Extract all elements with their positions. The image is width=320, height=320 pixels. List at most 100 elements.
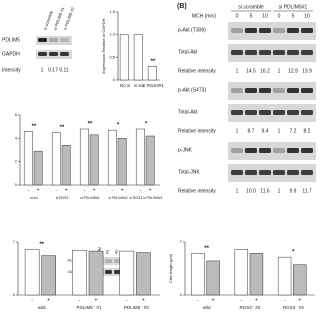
bar [24,249,40,296]
blot-band [231,170,243,175]
blot-strip [36,36,72,45]
series-label: + [149,187,152,193]
time-label: MCH (min) [192,13,216,19]
y-tick-label: 2 [15,159,18,164]
blot-band [245,50,257,55]
blot-band [301,88,313,93]
bar [107,129,117,186]
time-value: 0 [278,13,281,19]
significance: * [117,123,120,129]
series-label: + [298,297,301,303]
row-label: GAPDH [2,51,20,57]
blot-band [105,259,112,263]
blot-band [231,88,243,93]
lane-label: wild [95,247,102,255]
significance: ** [151,59,156,65]
bar [147,66,157,81]
blot-band [38,38,47,42]
ri-value: 1 [278,128,281,134]
bar [135,128,145,186]
blot-band [60,38,69,42]
ri-value: 12.9 [288,68,298,74]
row-label: p-JNK [178,147,193,153]
blot-strip [228,142,316,160]
category-label: RGS3⁻ #2 [240,305,261,310]
bar [249,253,264,296]
ri-label: Relative intensity [178,188,216,194]
blot-band [259,110,271,115]
blot-band [273,50,285,55]
category-label: si scr [134,83,145,88]
bar [33,150,43,186]
series-label: - [240,297,242,303]
blot-band [259,170,271,175]
y-tick-label: 0 [15,182,18,187]
blot-band [245,170,257,175]
intensity-value: 0.17 [48,67,58,73]
series-label: + [121,187,124,193]
blot-strip [228,44,316,62]
category-label: wild [38,305,46,310]
ri-value: 9.9 [290,188,297,194]
category-label: si PDLIM5#1 [80,196,100,200]
series-label: - [79,297,81,303]
y-tick-label: 7 [180,239,183,244]
bar [119,250,135,296]
significance: * [145,122,148,128]
series-label: - [284,297,286,303]
row-label: Total-JNK [178,169,200,175]
row-label: Total-Akt [178,109,198,115]
significance: ** [204,246,209,252]
blot-band [301,28,313,33]
time-value: 0 [236,13,239,19]
blot-band [49,52,58,56]
blot-band [60,52,69,56]
y-axis-label: Expression Relative to GAPDH [101,18,106,73]
blot-band [259,148,271,153]
series-label: - [31,297,33,303]
blot-strip [228,82,316,100]
blot-band [259,28,271,33]
row-label: p-Akt (S473) [178,87,206,93]
y-tick-label: 4 [15,135,18,140]
blot-band [49,38,58,42]
significance: ** [88,122,93,128]
bar [89,134,99,186]
blot-band [105,270,112,274]
blot-band [245,148,257,153]
ri-label: Relative intensity [178,128,216,134]
blot-band [287,88,299,93]
series-label: + [212,297,215,303]
row-label: Total-Akt [178,49,198,55]
ri-value: 11.6 [260,188,270,194]
lane-label: #1 [104,248,110,255]
series-label: - [197,297,199,303]
bar [191,253,205,296]
ri-value: 8.2 [304,128,311,134]
bar [61,145,71,186]
y-tick-label: 0 [13,292,16,297]
blot-band [231,148,243,153]
lane-label: si scramble [42,9,54,30]
y-axis-label: Cilia length (μm) [168,253,173,283]
series-label: - [126,297,128,303]
significance: ** [60,125,65,131]
category-label: PDLIM5⁻ #1 [77,305,102,310]
blot-band [259,88,271,93]
y-tick-label: 0 [113,77,116,82]
series-label: - [111,187,113,193]
bar [41,255,56,296]
category-label: PDLIM5⁻ #2 [124,305,149,310]
y-tick-label: 0 [180,292,183,297]
ri-value: 10.0 [246,188,256,194]
blot-band [231,28,243,33]
series-label: + [65,187,68,193]
significance: ** [32,124,37,130]
blot-band [287,148,299,153]
series-label: + [93,187,96,193]
bar [119,34,129,81]
bar [88,250,104,296]
blot-band [38,52,47,56]
category-label: wild [203,305,211,310]
